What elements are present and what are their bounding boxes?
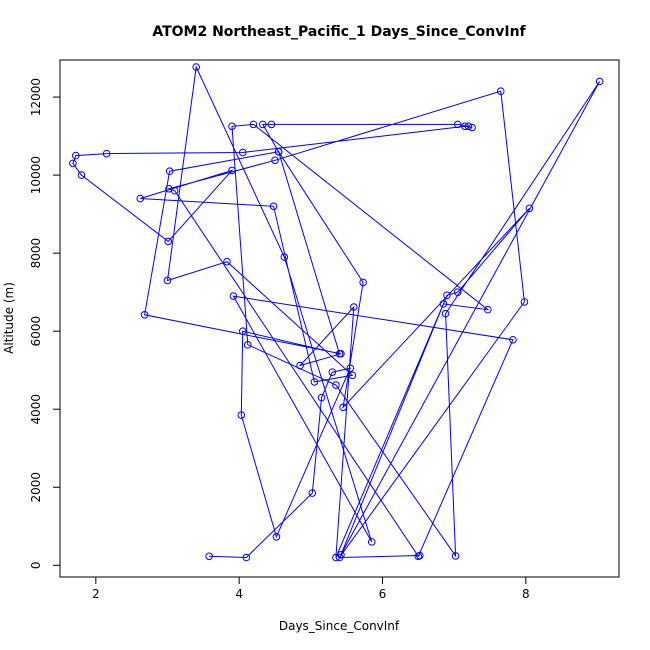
data-point	[229, 292, 238, 300]
data-point	[163, 276, 172, 285]
y-tick-label: 12000	[29, 78, 43, 116]
y-tick-label: 2000	[29, 472, 43, 503]
x-axis-label: Days_Since_ConvInf	[279, 619, 400, 633]
x-tick-label: 8	[522, 587, 530, 601]
data-point	[243, 341, 252, 349]
y-tick-label: 4000	[29, 394, 43, 425]
data-point	[165, 184, 173, 193]
x-tick-label: 6	[379, 587, 387, 601]
data-point	[443, 291, 451, 300]
data-point	[71, 151, 80, 160]
data-point	[468, 123, 476, 132]
data-point	[484, 305, 492, 314]
data-point	[525, 204, 534, 213]
data-point	[439, 300, 448, 308]
data-point	[238, 148, 247, 157]
data-point	[453, 288, 462, 296]
data-point	[317, 393, 326, 402]
data-point	[328, 368, 337, 376]
data-point	[348, 371, 357, 380]
data-point	[335, 553, 344, 562]
data-point	[223, 257, 231, 266]
series-layer	[69, 63, 604, 562]
data-point	[280, 253, 289, 261]
data-point	[192, 63, 200, 71]
data-point	[165, 167, 174, 176]
x-axis: 2 4 6 8	[92, 576, 530, 601]
data-point	[269, 202, 278, 211]
data-point	[414, 552, 423, 561]
data-point	[520, 298, 529, 306]
data-point	[310, 378, 319, 386]
data-point	[337, 350, 345, 358]
data-point	[464, 122, 473, 131]
data-point	[441, 309, 450, 318]
data-point	[77, 171, 86, 179]
data-point	[308, 489, 317, 497]
data-point	[102, 149, 111, 158]
data-point	[249, 120, 258, 129]
data-point	[205, 552, 213, 561]
series-line	[72, 65, 601, 559]
data-point	[595, 77, 604, 86]
data-point	[228, 122, 236, 131]
data-point	[367, 538, 376, 546]
data-point	[242, 553, 251, 562]
data-point	[69, 159, 77, 168]
data-point	[274, 147, 283, 156]
data-point	[296, 361, 304, 370]
data-point	[509, 335, 517, 344]
data-point	[339, 403, 347, 412]
data-point	[350, 303, 358, 311]
data-point	[453, 120, 462, 129]
data-point	[228, 166, 236, 175]
data-point	[461, 122, 469, 131]
data-point	[415, 551, 424, 560]
data-point	[140, 310, 149, 319]
data-point	[496, 87, 505, 96]
data-point	[164, 237, 173, 246]
data-point	[267, 120, 276, 129]
y-axis: 0 2000 4000 6000 8000 10000 12000	[29, 78, 61, 569]
data-point	[237, 411, 246, 419]
y-tick-label: 8000	[29, 238, 43, 269]
y-tick-label: 10000	[29, 156, 43, 194]
data-point	[272, 533, 281, 541]
data-point	[346, 364, 355, 373]
y-tick-label: 6000	[29, 316, 43, 347]
y-tick-label: 0	[29, 561, 43, 569]
y-axis-label: Altitude (m)	[2, 282, 16, 354]
data-point	[359, 278, 367, 287]
data-point	[259, 120, 267, 129]
data-point	[136, 194, 145, 203]
data-point	[451, 552, 460, 560]
data-point	[332, 381, 340, 389]
x-tick-label: 4	[235, 587, 243, 601]
chart-title: ATOM2 Northeast_Pacific_1 Days_Since_Con…	[152, 24, 526, 40]
x-tick-label: 2	[92, 587, 100, 601]
data-point	[238, 327, 247, 335]
data-point	[271, 156, 279, 165]
